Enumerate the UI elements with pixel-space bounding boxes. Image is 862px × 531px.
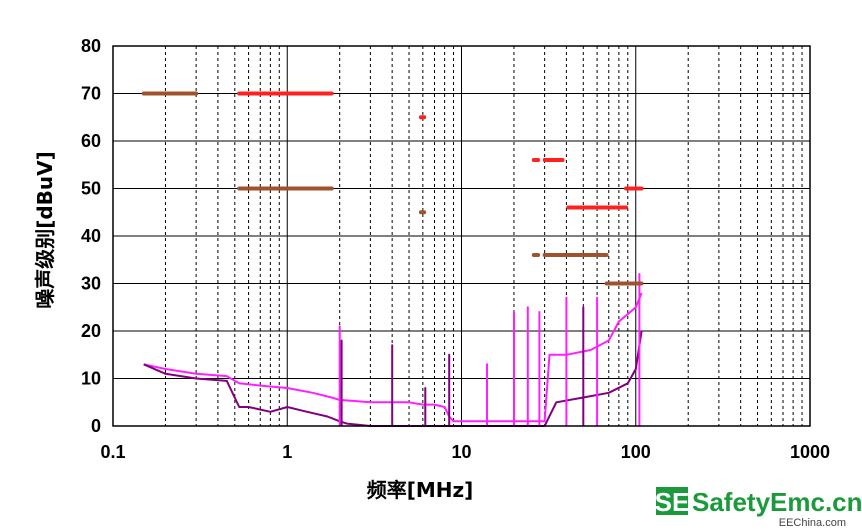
y-tick-label: 80 [81,36,101,56]
x-tick-label: 100 [621,442,651,462]
watermark-logo: SE SafetyEmc.cn EEChina.com [655,487,862,529]
gridlines [113,46,810,426]
y-tick-label: 10 [81,369,101,389]
x-tick-label: 1000 [790,442,830,462]
tick-labels: 0 10 20 30 40 50 60 70 80 0.1 1 10 100 1000 [81,36,830,462]
plot-frame [112,45,811,427]
x-tick-label: 10 [451,442,471,462]
x-tick-label: 1 [282,442,292,462]
series-line [143,292,643,423]
y-tick-label: 20 [81,321,101,341]
watermark-badge-text: SE [655,487,690,517]
y-tick-label: 30 [81,274,101,294]
plot-border [112,45,811,427]
watermark-sub: EEChina.com [779,517,846,529]
y-axis-title: 噪声级别[dBuV] [33,151,57,309]
limit-lines [141,91,644,286]
y-tick-label: 0 [91,416,101,436]
x-tick-label: 0.1 [100,442,125,462]
x-axis-title: 频率[MHz] [367,478,474,502]
y-tick-label: 70 [81,84,101,104]
y-tick-label: 40 [81,226,101,246]
y-tick-label: 60 [81,131,101,151]
y-tick-label: 50 [81,179,101,199]
watermark-badge [656,487,688,515]
data-series [143,273,643,427]
watermark-site: SafetyEmc.cn [692,487,862,517]
